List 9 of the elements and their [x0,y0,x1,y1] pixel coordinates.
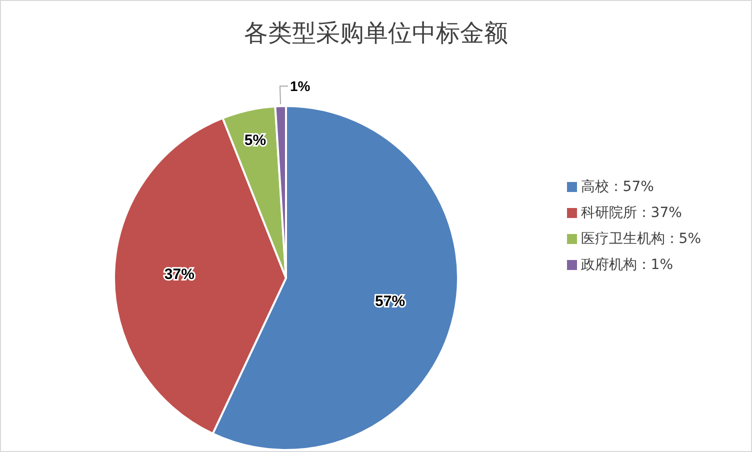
data-label: 57% [375,292,406,310]
legend-label: 医疗卫生机构：5% [580,231,701,247]
chart-title: 各类型采购单位中标金额 [243,18,509,49]
data-label: 1% [290,78,311,94]
data-label: 37% [164,266,194,284]
legend-label: 科研院所：37% [580,205,682,221]
legend-label: 高校：57% [580,179,654,195]
legend-label: 政府机构：1% [580,257,673,273]
data-label: 5% [244,132,266,149]
